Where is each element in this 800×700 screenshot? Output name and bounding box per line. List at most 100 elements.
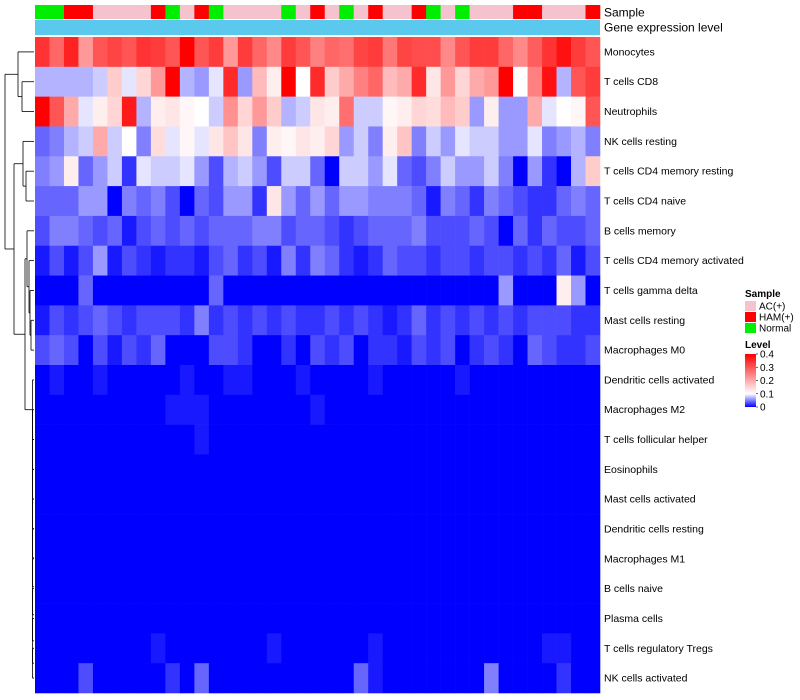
heatmap-cell bbox=[63, 156, 79, 187]
heatmap-cell bbox=[455, 275, 470, 306]
sample-cell bbox=[513, 5, 528, 19]
heatmap-cell bbox=[78, 514, 94, 545]
heatmap-cell bbox=[208, 66, 224, 97]
heatmap-cell bbox=[92, 573, 108, 604]
heatmap-cell bbox=[165, 305, 181, 336]
heatmap-cell bbox=[194, 335, 210, 366]
heatmap-cell bbox=[426, 543, 441, 575]
heatmap-cell bbox=[368, 394, 383, 425]
heatmap-cell bbox=[353, 186, 369, 217]
heatmap-cell bbox=[165, 96, 181, 127]
heatmap-cell bbox=[266, 335, 282, 366]
heatmap-cell bbox=[498, 424, 514, 455]
heatmap-cell bbox=[513, 394, 528, 425]
heatmap-cell bbox=[107, 215, 123, 247]
heatmap-cell bbox=[397, 126, 412, 157]
heatmap-cell bbox=[382, 365, 398, 396]
heatmap-cell bbox=[63, 514, 79, 545]
heatmap-cell bbox=[455, 96, 470, 127]
heatmap-cell bbox=[353, 394, 369, 425]
heatmap-cell bbox=[121, 543, 137, 575]
heatmap-cell bbox=[78, 215, 94, 247]
heatmap-cell bbox=[527, 245, 543, 276]
heatmap-cell bbox=[324, 573, 340, 604]
heatmap-cell bbox=[353, 424, 369, 455]
heatmap-cell bbox=[542, 275, 557, 306]
heatmap-cell bbox=[121, 365, 137, 396]
heatmap-cell bbox=[63, 663, 79, 694]
heatmap-cell bbox=[353, 514, 369, 545]
heatmap-cell bbox=[49, 424, 65, 455]
row-label: Dendritic cells resting bbox=[604, 524, 704, 536]
heatmap-cell bbox=[440, 365, 456, 396]
heatmap-cell bbox=[527, 603, 543, 634]
heatmap-cell bbox=[353, 215, 369, 247]
heatmap-cell bbox=[368, 186, 383, 217]
heatmap-cell bbox=[368, 305, 383, 336]
heatmap-cell bbox=[542, 663, 557, 694]
heatmap-cell bbox=[513, 275, 528, 306]
sample-legend-label: HAM(+) bbox=[759, 313, 794, 324]
sample-cell bbox=[136, 5, 152, 19]
sample-legend: Sample AC(+)HAM(+)Normal bbox=[745, 289, 794, 335]
heatmap-cell bbox=[281, 394, 297, 425]
heatmap-cell bbox=[35, 454, 50, 485]
heatmap-cell bbox=[208, 454, 224, 485]
heatmap-cell bbox=[165, 365, 181, 396]
sample-annotation-bar bbox=[35, 5, 601, 19]
heatmap-cell bbox=[78, 603, 94, 634]
heatmap-cell bbox=[571, 424, 586, 455]
heatmap-cell bbox=[310, 454, 326, 485]
sample-cell bbox=[179, 5, 195, 19]
heatmap-cell bbox=[310, 37, 326, 68]
heatmap-cell bbox=[63, 66, 79, 97]
heatmap-cell bbox=[165, 126, 181, 157]
heatmap-cell bbox=[281, 454, 297, 485]
heatmap-cell bbox=[237, 603, 253, 634]
heatmap-cell bbox=[484, 543, 499, 575]
heatmap-cell bbox=[397, 245, 412, 276]
heatmap-cell bbox=[150, 514, 166, 545]
heatmap-cell bbox=[310, 543, 326, 575]
gene-expression-annotation-bar bbox=[35, 20, 600, 35]
heatmap-cell bbox=[324, 66, 340, 97]
heatmap-cell bbox=[194, 215, 210, 247]
heatmap-cell bbox=[585, 394, 601, 425]
heatmap-cell bbox=[179, 245, 195, 276]
heatmap-cell bbox=[469, 126, 485, 157]
heatmap-cell bbox=[382, 454, 398, 485]
row-label: Neutrophils bbox=[604, 106, 657, 118]
heatmap-cell bbox=[237, 186, 253, 217]
heatmap-cell bbox=[107, 156, 123, 187]
heatmap-cell bbox=[165, 215, 181, 247]
sample-legend-swatch bbox=[745, 323, 756, 333]
heatmap-cell bbox=[542, 424, 557, 455]
heatmap-cell bbox=[339, 37, 355, 68]
heatmap-cell bbox=[324, 365, 340, 396]
heatmap-cell bbox=[266, 215, 282, 247]
heatmap-cell bbox=[281, 126, 297, 157]
heatmap-cell bbox=[542, 186, 557, 217]
heatmap-cell bbox=[237, 96, 253, 127]
heatmap-cell bbox=[527, 335, 543, 366]
heatmap-cell bbox=[121, 215, 137, 247]
heatmap-cell bbox=[411, 305, 427, 336]
heatmap-cell bbox=[527, 454, 543, 485]
heatmap-cell bbox=[165, 424, 181, 455]
heatmap-cell bbox=[281, 514, 297, 545]
heatmap-cell bbox=[194, 96, 210, 127]
heatmap-cell bbox=[49, 335, 65, 366]
heatmap-cell bbox=[382, 573, 398, 604]
heatmap-cell bbox=[397, 215, 412, 247]
sample-legend-label: Normal bbox=[759, 324, 791, 335]
heatmap-cell bbox=[266, 37, 282, 68]
heatmap-cell bbox=[368, 126, 383, 157]
heatmap-cell bbox=[411, 156, 427, 187]
heatmap-cell bbox=[49, 633, 65, 664]
heatmap-cell bbox=[150, 186, 166, 217]
heatmap-cell bbox=[92, 394, 108, 425]
heatmap-cell bbox=[426, 335, 441, 366]
heatmap-cell bbox=[310, 365, 326, 396]
row-labels: Monocytes T cells CD8 Neutrophils NK cells … bbox=[604, 46, 744, 684]
heatmap-cell bbox=[194, 365, 210, 396]
